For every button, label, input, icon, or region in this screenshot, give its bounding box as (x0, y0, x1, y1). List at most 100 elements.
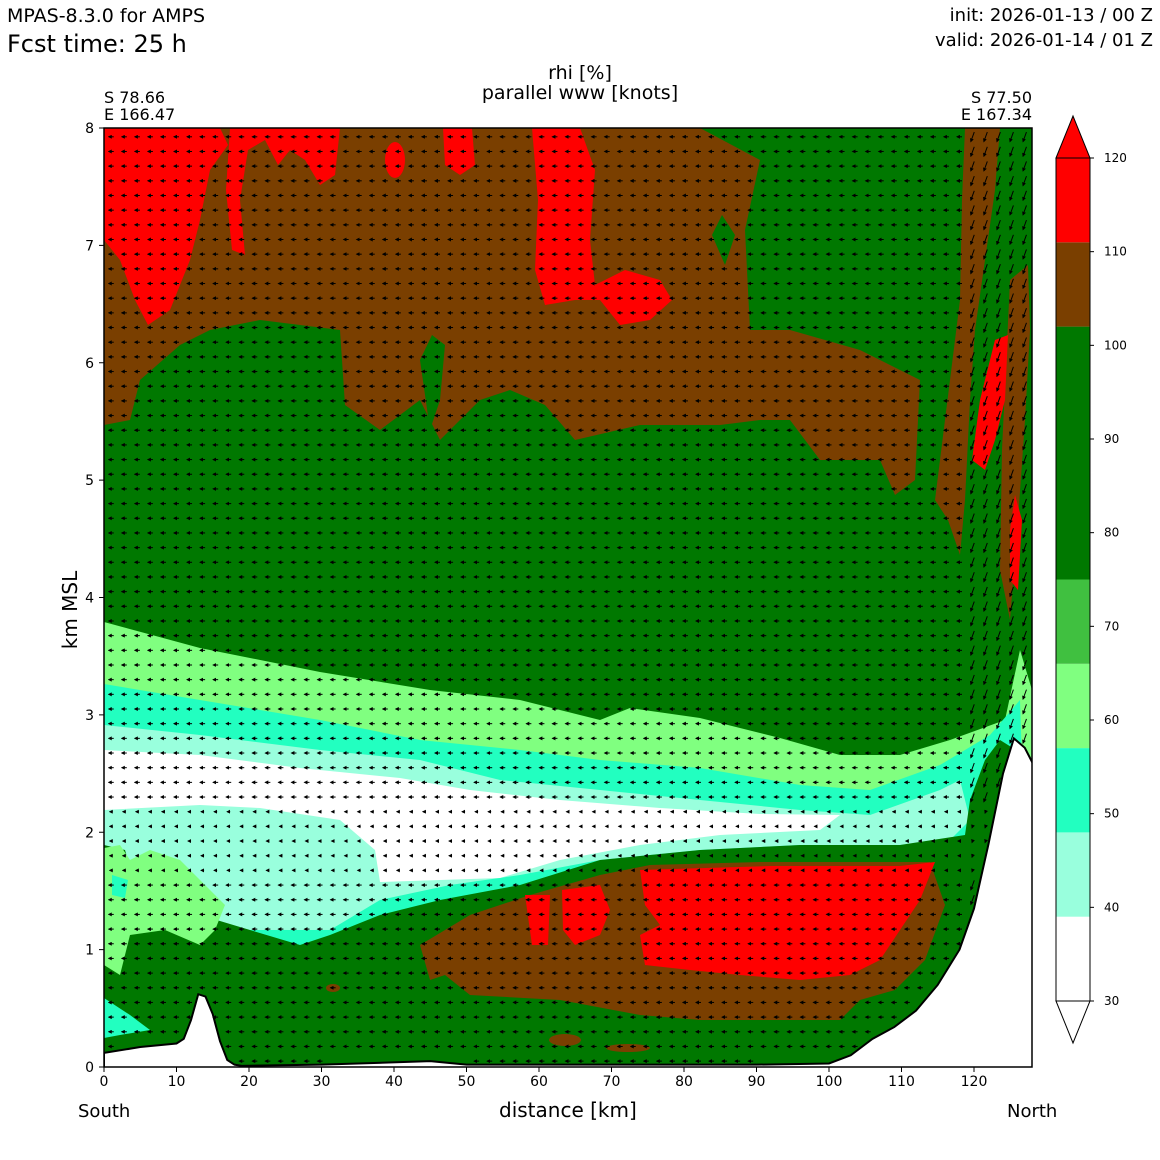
wind-arrow (996, 146, 1001, 158)
wind-arrow (969, 542, 975, 554)
wind-arrow (1009, 161, 1014, 172)
wind-arrow (969, 572, 975, 583)
wind-arrow (969, 484, 975, 495)
wind-arrow (969, 131, 975, 143)
wind-arrow (969, 513, 975, 524)
wind-arrow (983, 718, 988, 730)
rhi-region-110-120-lower-a (525, 895, 550, 945)
colorbar-swatch (1056, 916, 1090, 1001)
wind-arrow (996, 190, 1001, 202)
right-latitude: S 77.50 (970, 88, 1032, 107)
colorbar-tick-label: 100 (1104, 338, 1127, 352)
wind-arrow (1009, 440, 1014, 451)
wind-arrow (983, 777, 988, 789)
wind-arrow (969, 396, 975, 407)
wind-arrow (1009, 498, 1014, 510)
wind-arrow (996, 234, 1001, 246)
x-tick-label: 100 (816, 1074, 843, 1090)
wind-arrow (969, 263, 975, 275)
wind-arrow (1022, 542, 1027, 554)
colorbar-tick-label: 60 (1104, 713, 1119, 727)
wind-arrow (1009, 425, 1014, 436)
colorbar-swatch (1056, 158, 1090, 243)
wind-arrow (1022, 557, 1027, 568)
wind-arrow (969, 498, 975, 510)
south-label: South (78, 1101, 131, 1122)
rhi-field (104, 128, 1032, 1067)
wind-arrow (984, 838, 988, 844)
colorbar-swatch (1056, 579, 1090, 664)
wind-arrow (996, 454, 1001, 466)
wind-arrow (1009, 396, 1014, 407)
x-tick-label: 60 (530, 1074, 548, 1090)
wind-arrow (996, 440, 1001, 451)
wind-arrow (1022, 718, 1027, 730)
wind-arrow (996, 645, 1001, 656)
rhi-region-100-110-upper (104, 128, 920, 495)
wind-arrow (1009, 293, 1014, 304)
wind-arrow (1022, 572, 1027, 583)
wind-arrow (969, 440, 975, 451)
colorbar-tick-label: 80 (1104, 526, 1119, 540)
wind-arrow (1022, 175, 1027, 187)
rhi-region-110-120-d (443, 128, 475, 175)
wind-arrow (1022, 234, 1027, 246)
chart-title: rhi [%] (548, 62, 612, 84)
wind-arrow (971, 838, 975, 844)
valid-time-label: valid: 2026-01-14 / 01 Z (935, 30, 1153, 51)
wind-arrow (1009, 542, 1014, 554)
wind-arrow (969, 894, 975, 906)
x-tick-label: 90 (748, 1074, 766, 1090)
wind-arrow (983, 293, 988, 304)
wind-arrow (971, 824, 975, 829)
wind-arrow (996, 630, 1001, 642)
x-tick-label: 110 (888, 1074, 915, 1090)
wind-arrow (1009, 146, 1014, 158)
wind-arrow (1022, 307, 1027, 319)
wind-arrow (1009, 352, 1014, 363)
wind-arrow (969, 219, 975, 231)
wind-arrow (1022, 190, 1027, 202)
wind-arrow (983, 630, 988, 642)
wind-arrow (984, 824, 988, 829)
wind-arrow (996, 528, 1001, 539)
wind-arrow (996, 762, 1001, 774)
wind-arrow (996, 366, 1001, 378)
y-tick-label: 4 (85, 591, 94, 607)
wind-arrow (996, 586, 1001, 598)
wind-arrow (983, 660, 988, 671)
wind-arrow (1009, 263, 1014, 275)
wind-arrow (996, 748, 1001, 759)
y-tick-label: 1 (85, 943, 94, 959)
wind-arrow (969, 777, 975, 789)
wind-arrow (983, 175, 988, 187)
wind-arrow (1009, 381, 1014, 392)
wind-arrow (1009, 718, 1014, 730)
rhi-region-110-120-c (385, 142, 405, 178)
wind-arrow (969, 630, 975, 642)
wind-arrow (1022, 630, 1027, 642)
x-tick-label: 80 (675, 1074, 693, 1090)
wind-arrow (996, 733, 1001, 744)
wind-arrow (969, 674, 975, 686)
wind-arrow (1022, 278, 1027, 290)
wind-arrow (1022, 528, 1027, 539)
x-tick-label: 10 (168, 1074, 186, 1090)
wind-arrow (996, 616, 1001, 627)
wind-arrow (996, 513, 1001, 524)
wind-arrow (969, 278, 975, 290)
wind-arrow (1009, 131, 1014, 143)
wind-arrow (969, 454, 975, 466)
wind-arrow (983, 454, 988, 466)
wind-arrow (969, 748, 975, 759)
wind-arrow (983, 572, 988, 583)
wind-arrow (969, 146, 975, 158)
wind-arrow (1009, 366, 1014, 378)
rhi-region-110-120-lower-b (562, 885, 610, 945)
wind-arrow (983, 762, 988, 774)
wind-arrow (1022, 733, 1027, 744)
wind-arrow (969, 792, 975, 803)
y-tick-label: 8 (85, 121, 94, 137)
wind-arrow (983, 748, 988, 759)
